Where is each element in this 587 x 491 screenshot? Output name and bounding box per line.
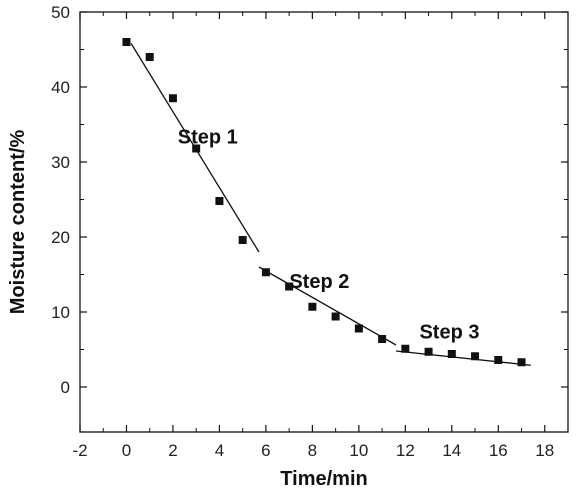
data-point: [517, 358, 526, 367]
x-tick-label: 4: [215, 441, 224, 460]
data-point: [354, 324, 363, 333]
data-point: [238, 236, 247, 244]
x-tick-label: 12: [396, 441, 415, 460]
axes: -2 0 2 4 6 8 10 12 14 16 18 0 10 20 30 40 50: [51, 3, 569, 460]
data-point: [215, 197, 224, 205]
data-point: [424, 347, 433, 356]
x-axis-title: Time/min: [280, 468, 367, 490]
fit-lines: [130, 43, 531, 366]
y-tick-label: 0: [61, 378, 70, 397]
y-tick-label: 20: [51, 228, 70, 247]
y-tick-label: 30: [51, 153, 70, 172]
data-point: [192, 144, 201, 153]
step-label: Step 3: [419, 321, 479, 343]
y-tick-label: 10: [51, 303, 70, 322]
step-label: Step 2: [289, 271, 349, 293]
x-tick-label: -2: [72, 441, 87, 460]
data-point: [378, 335, 387, 343]
y-axis-title: Moisture content/%: [7, 130, 29, 315]
x-tick-label: 16: [489, 441, 508, 460]
x-tick-label: 18: [535, 441, 554, 460]
data-point: [285, 282, 294, 291]
x-tick-label: 10: [349, 441, 368, 460]
data-point: [447, 350, 456, 358]
x-tick-label: 0: [122, 441, 131, 460]
data-point: [308, 302, 317, 311]
data-point: [471, 352, 480, 361]
data-points: [122, 38, 526, 367]
x-tick-label: 8: [308, 441, 317, 460]
annotations: Step 1 Step 2 Step 3: [178, 126, 480, 343]
x-tick-label: 14: [442, 441, 461, 460]
data-point: [401, 344, 410, 353]
fit-line: [395, 350, 531, 366]
data-point: [122, 38, 131, 46]
step-label: Step 1: [178, 126, 238, 148]
data-point: [168, 94, 177, 103]
data-point: [494, 356, 503, 364]
data-point: [331, 312, 340, 321]
x-tick-label: 6: [261, 441, 270, 460]
data-point: [261, 268, 270, 277]
y-tick-label: 50: [51, 3, 70, 22]
y-tick-label: 40: [51, 78, 70, 97]
x-tick-label: 2: [168, 441, 177, 460]
data-point: [145, 53, 154, 61]
fit-line: [258, 266, 397, 346]
plot-frame: [79, 11, 569, 433]
